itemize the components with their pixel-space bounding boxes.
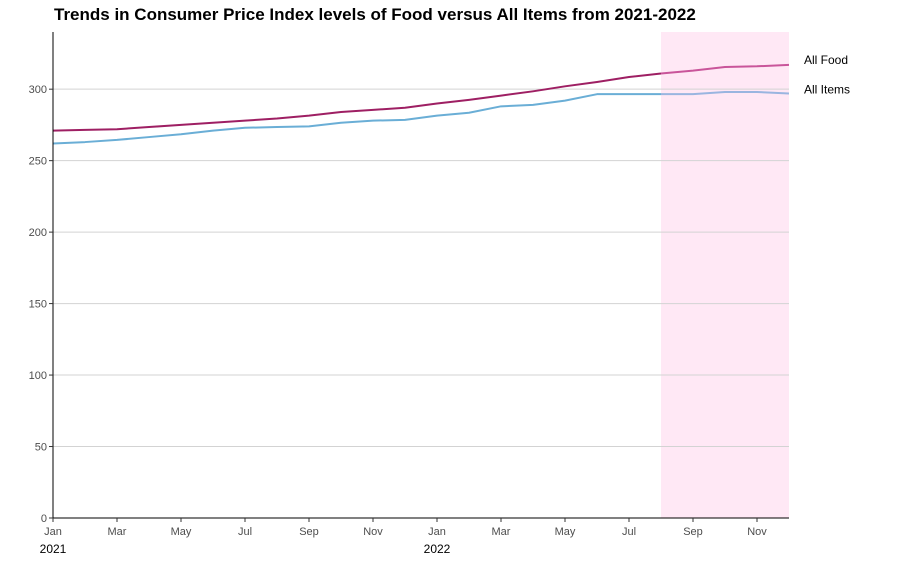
x-tick-label: Sep <box>299 526 319 538</box>
gridlines <box>53 88 789 448</box>
y-tick-label: 200 <box>29 227 47 239</box>
series-line-all-food <box>52 72 662 132</box>
y-tick-label: 50 <box>35 442 47 454</box>
x-tick-label: Jan <box>428 526 446 538</box>
series-labels: All Food All Items <box>804 53 850 97</box>
x-tick-label: May <box>171 526 192 538</box>
x-tick-label: Nov <box>747 526 767 538</box>
highlight-band <box>661 32 789 518</box>
year-label: 2021 <box>40 542 67 556</box>
y-tick-label: 300 <box>29 84 47 96</box>
x-tick-label: Jan <box>44 526 62 538</box>
y-tick-label: 0 <box>41 513 47 525</box>
series-label-all-food: All Food <box>804 53 848 67</box>
series-line-all-items-highlighted <box>661 91 790 96</box>
chart-title: Trends in Consumer Price Index levels of… <box>54 5 696 24</box>
x-tick-label: Sep <box>683 526 703 538</box>
series-lines <box>52 63 790 145</box>
series-label-all-items: All Items <box>804 82 850 96</box>
y-tick-label: 100 <box>29 370 47 382</box>
x-tick-label: May <box>555 526 576 538</box>
axes <box>52 32 789 519</box>
x-tick-label: Jul <box>622 526 636 538</box>
year-labels: 2021 2022 <box>40 542 451 556</box>
x-tick-label: Nov <box>363 526 383 538</box>
y-tick-label: 250 <box>29 156 47 168</box>
y-tick-label: 150 <box>29 299 47 311</box>
series-line-all-items <box>52 93 661 145</box>
series-line-all-food-highlighted <box>660 63 790 75</box>
x-tick-label: Jul <box>238 526 252 538</box>
x-axis-ticks: Jan Mar May Jul Sep Nov Jan Mar May Jul Sep Nov <box>44 518 767 538</box>
x-tick-label: Mar <box>492 526 511 538</box>
x-tick-label: Mar <box>108 526 127 538</box>
y-axis-ticks: 0 50 100 150 200 250 300 <box>29 84 53 525</box>
year-label: 2022 <box>424 542 451 556</box>
